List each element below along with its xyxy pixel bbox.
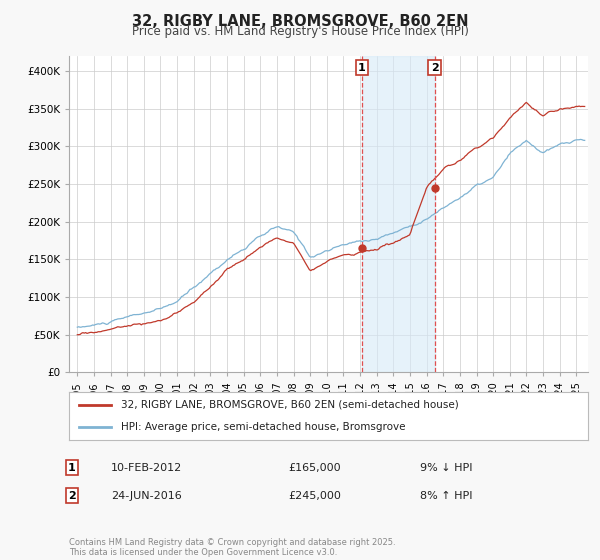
Text: £245,000: £245,000 [288, 491, 341, 501]
Text: 10-FEB-2012: 10-FEB-2012 [111, 463, 182, 473]
Text: 24-JUN-2016: 24-JUN-2016 [111, 491, 182, 501]
Text: 2: 2 [68, 491, 76, 501]
Text: 32, RIGBY LANE, BROMSGROVE, B60 2EN: 32, RIGBY LANE, BROMSGROVE, B60 2EN [132, 14, 468, 29]
Text: 2: 2 [431, 63, 439, 73]
Text: HPI: Average price, semi-detached house, Bromsgrove: HPI: Average price, semi-detached house,… [121, 422, 406, 432]
Text: 8% ↑ HPI: 8% ↑ HPI [420, 491, 473, 501]
Bar [362, 56, 434, 372]
Text: 1: 1 [68, 463, 76, 473]
Text: £165,000: £165,000 [288, 463, 341, 473]
Text: 9% ↓ HPI: 9% ↓ HPI [420, 463, 473, 473]
Text: Price paid vs. HM Land Registry's House Price Index (HPI): Price paid vs. HM Land Registry's House … [131, 25, 469, 38]
Text: Contains HM Land Registry data © Crown copyright and database right 2025.
This d: Contains HM Land Registry data © Crown c… [69, 538, 395, 557]
Text: 1: 1 [358, 63, 366, 73]
Text: 32, RIGBY LANE, BROMSGROVE, B60 2EN (semi-detached house): 32, RIGBY LANE, BROMSGROVE, B60 2EN (sem… [121, 400, 458, 410]
